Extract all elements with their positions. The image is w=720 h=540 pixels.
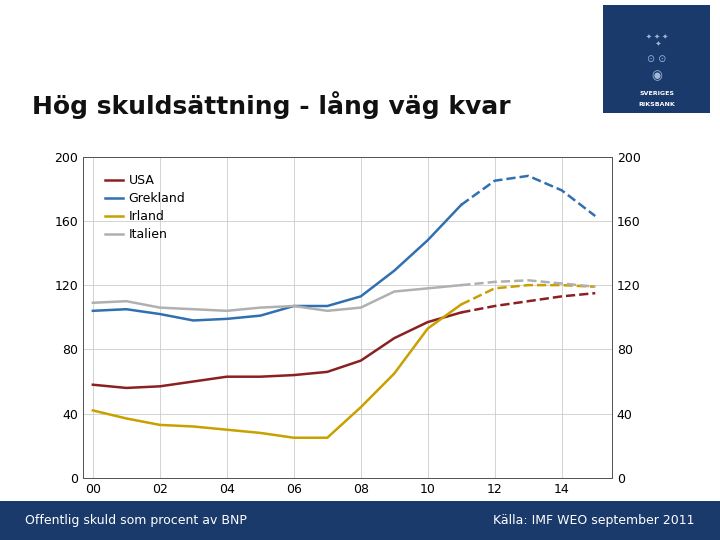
Text: ◉: ◉ [651, 69, 662, 82]
Text: ⊙ ⊙: ⊙ ⊙ [647, 55, 666, 64]
Text: Offentlig skuld som procent av BNP: Offentlig skuld som procent av BNP [25, 514, 247, 527]
Legend: USA, Grekland, Irland, Italien: USA, Grekland, Irland, Italien [99, 169, 190, 246]
Text: Hög skuldsättning - lång väg kvar: Hög skuldsättning - lång väg kvar [32, 91, 511, 119]
Text: RIKSBANK: RIKSBANK [638, 102, 675, 107]
Text: ✦ ✦ ✦
  ✦: ✦ ✦ ✦ ✦ [646, 33, 667, 46]
Text: SVERIGES: SVERIGES [639, 91, 674, 97]
Text: Källa: IMF WEO september 2011: Källa: IMF WEO september 2011 [493, 514, 695, 527]
